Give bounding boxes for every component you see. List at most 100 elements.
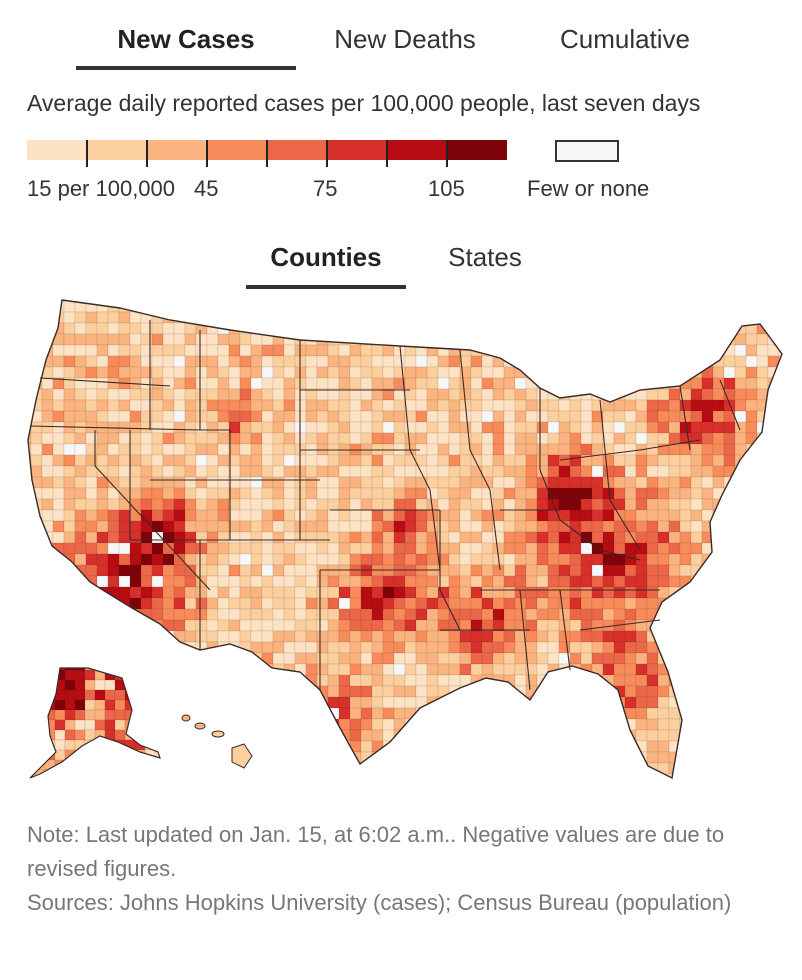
county-cell[interactable] [460,785,471,790]
county-cell[interactable] [690,520,703,533]
county-cell[interactable] [646,718,659,731]
county-cell[interactable] [415,520,428,533]
county-cell[interactable] [481,432,494,445]
county-cell[interactable] [701,454,714,467]
county-cell[interactable] [580,333,593,346]
county-cell[interactable] [712,663,725,676]
county-cell[interactable] [437,290,450,302]
county-cell[interactable] [25,679,36,691]
county-cell[interactable] [536,608,549,621]
county-cell[interactable] [481,641,494,654]
county-cell[interactable] [206,531,219,544]
county-cell[interactable] [778,663,790,676]
county-cell[interactable] [790,455,801,466]
county-cell[interactable] [624,454,637,467]
county-cell[interactable] [712,641,725,654]
county-cell[interactable] [712,608,725,621]
county-cell[interactable] [448,454,461,467]
county-cell[interactable] [104,759,116,771]
county-cell[interactable] [580,729,593,742]
county-cell[interactable] [195,443,208,456]
county-cell[interactable] [745,399,758,412]
county-cell[interactable] [514,718,527,731]
county-cell[interactable] [129,586,142,599]
county-cell[interactable] [558,311,571,324]
county-cell[interactable] [55,780,65,790]
county-cell[interactable] [492,509,505,522]
county-cell[interactable] [547,553,560,566]
county-cell[interactable] [778,322,790,335]
county-cell[interactable] [778,641,790,654]
county-cell[interactable] [492,773,505,785]
county-cell[interactable] [173,498,186,511]
county-cell[interactable] [591,630,604,643]
county-cell[interactable] [107,366,120,379]
county-cell[interactable] [239,696,252,709]
county-cell[interactable] [250,542,263,555]
county-cell[interactable] [382,311,395,324]
county-cell[interactable] [756,586,769,599]
county-cell[interactable] [371,300,384,313]
county-cell[interactable] [195,377,208,390]
county-cell[interactable] [569,641,582,654]
county-cell[interactable] [404,366,417,379]
county-cell[interactable] [591,641,604,654]
county-cell[interactable] [272,564,285,577]
county-cell[interactable] [778,608,790,621]
county-cell[interactable] [470,388,483,401]
county-cell[interactable] [525,509,538,522]
county-cell[interactable] [349,674,362,687]
county-cell[interactable] [635,663,648,676]
county-cell[interactable] [569,773,582,785]
county-cell[interactable] [338,377,351,390]
county-cell[interactable] [305,476,318,489]
county-cell[interactable] [118,476,131,489]
county-cell[interactable] [525,553,538,566]
county-cell[interactable] [140,531,153,544]
county-cell[interactable] [580,685,593,698]
county-cell[interactable] [74,432,87,445]
county-cell[interactable] [74,719,86,731]
county-cell[interactable] [679,740,692,753]
county-cell[interactable] [657,476,670,489]
county-cell[interactable] [580,553,593,566]
county-cell[interactable] [756,740,769,753]
county-cell[interactable] [129,465,142,478]
county-cell[interactable] [492,432,505,445]
county-cell[interactable] [64,699,76,711]
county-cell[interactable] [635,630,648,643]
county-cell[interactable] [272,476,285,489]
county-cell[interactable] [239,465,252,478]
county-cell[interactable] [217,531,230,544]
county-cell[interactable] [30,465,43,478]
county-cell[interactable] [536,729,549,742]
county-cell[interactable] [525,410,538,423]
county-cell[interactable] [492,443,505,456]
county-cell[interactable] [591,290,604,302]
county-cell[interactable] [778,487,790,500]
county-cell[interactable] [492,542,505,555]
county-cell[interactable] [34,729,46,741]
county-cell[interactable] [228,575,241,588]
county-cell[interactable] [624,465,637,478]
county-cell[interactable] [52,388,65,401]
county-cell[interactable] [646,751,659,764]
county-cell[interactable] [173,410,186,423]
county-cell[interactable] [140,432,153,445]
county-cell[interactable] [371,487,384,500]
county-cell[interactable] [217,762,230,775]
county-cell[interactable] [492,322,505,335]
county-cell[interactable] [701,751,714,764]
county-cell[interactable] [613,542,626,555]
county-cell[interactable] [25,739,36,751]
county-cell[interactable] [393,410,406,423]
county-cell[interactable] [217,707,230,720]
county-cell[interactable] [778,542,790,555]
county-cell[interactable] [85,531,98,544]
county-cell[interactable] [701,344,714,357]
county-cell[interactable] [382,322,395,335]
county-cell[interactable] [239,366,252,379]
county-cell[interactable] [382,432,395,445]
county-cell[interactable] [272,773,285,785]
county-cell[interactable] [327,553,340,566]
